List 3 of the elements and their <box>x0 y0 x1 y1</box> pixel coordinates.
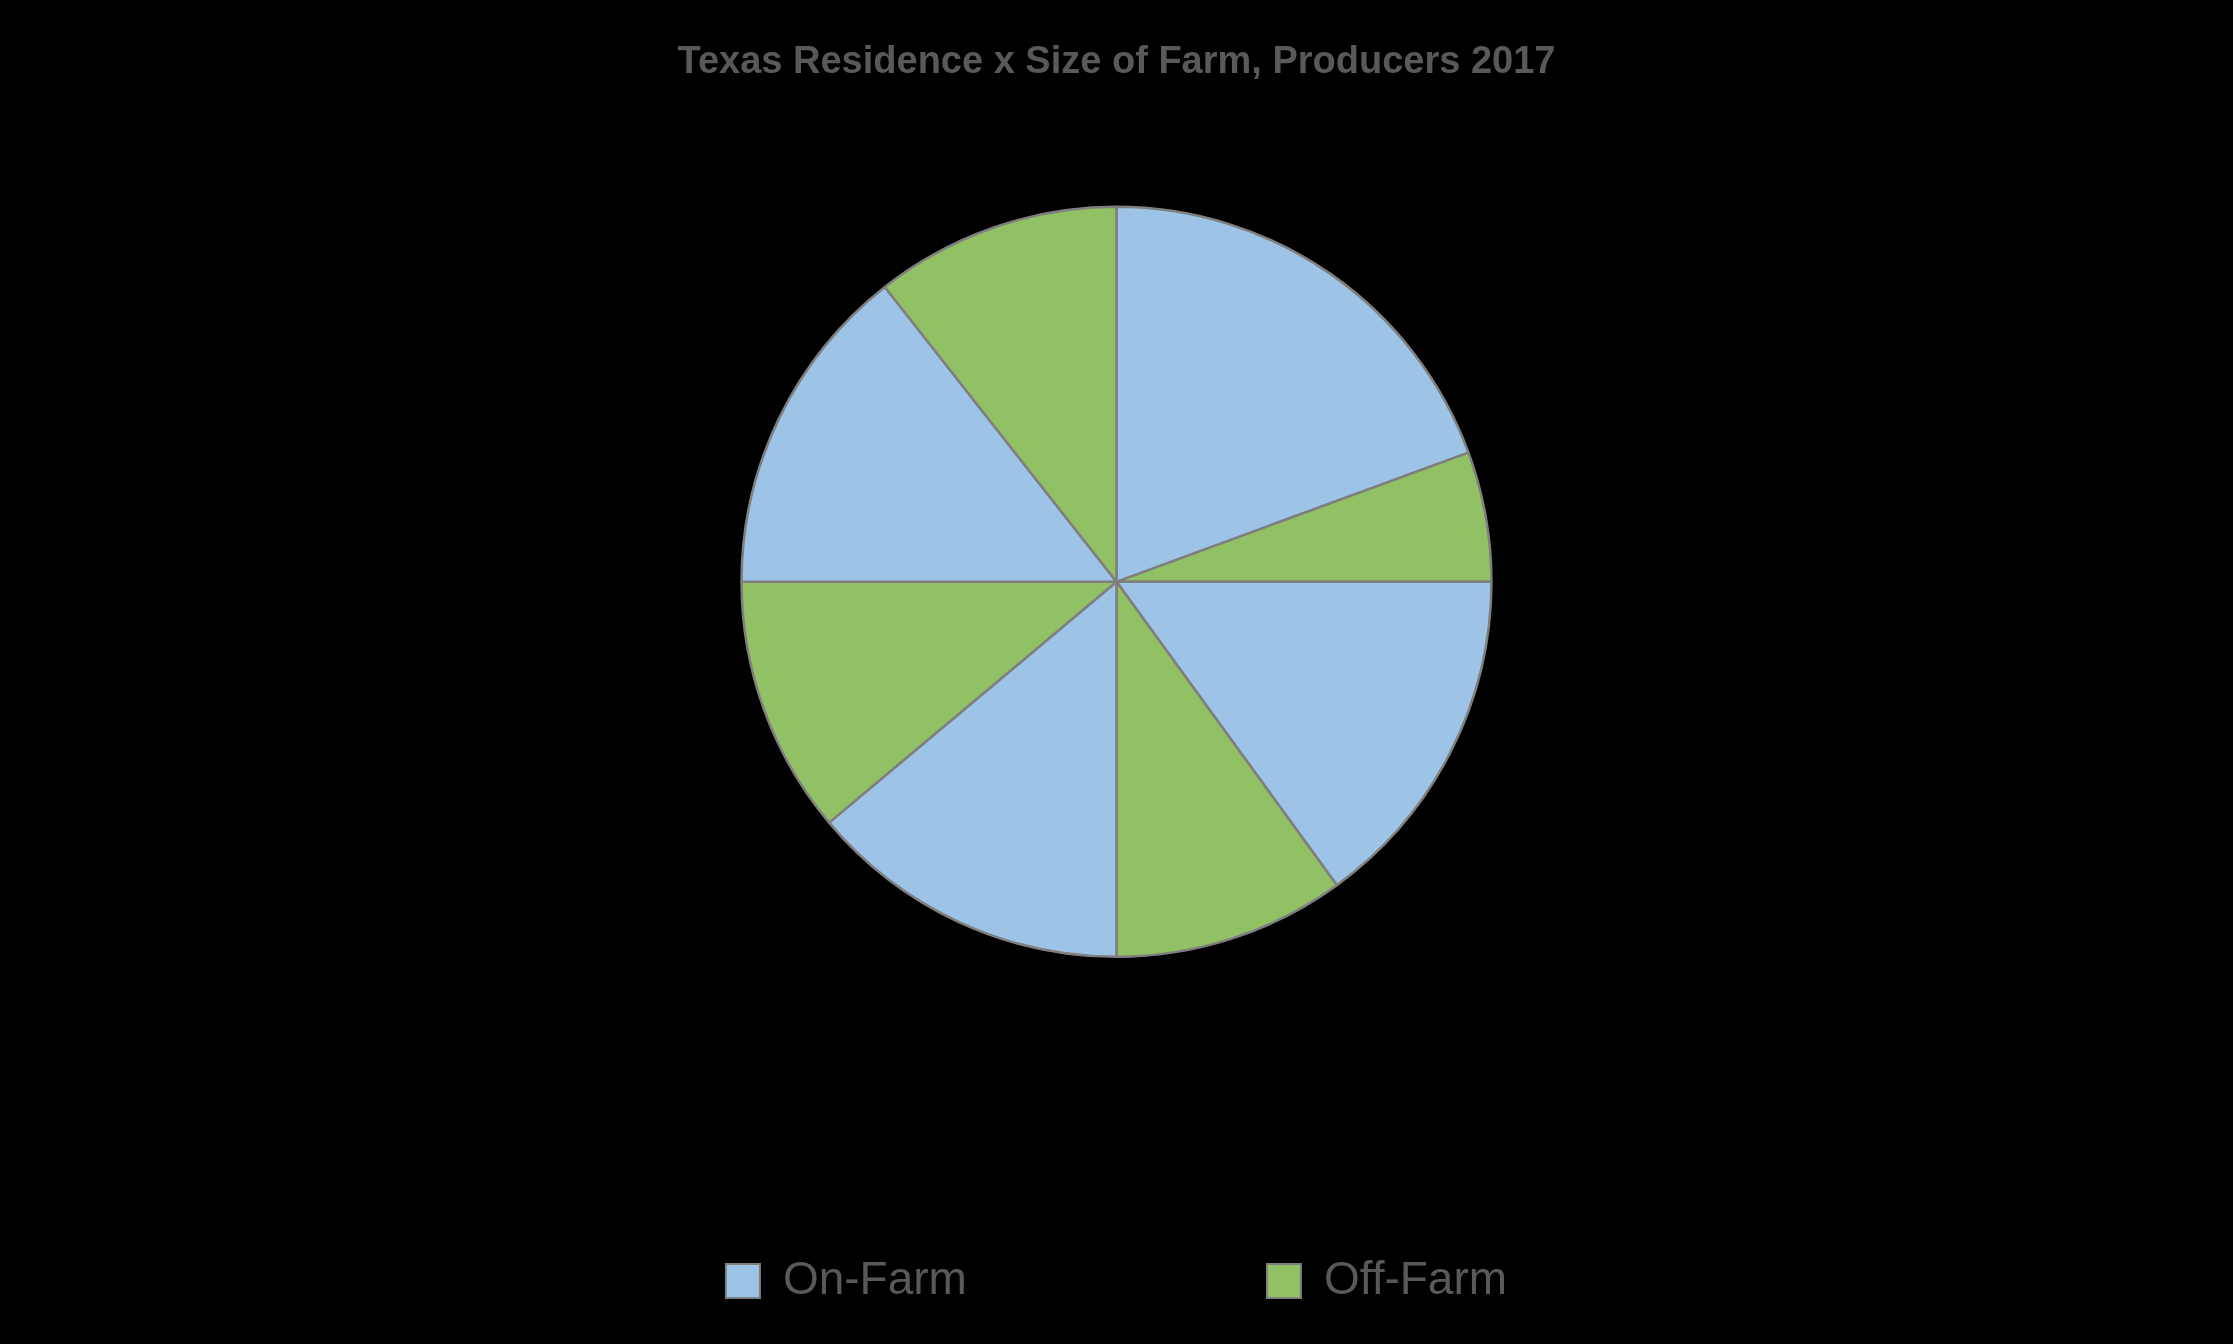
legend-label: Off-Farm <box>1323 1251 1508 1304</box>
chart-title: Texas Residence x Size of Farm, Producers 2017 <box>677 39 1556 82</box>
legend-label: On-Farm <box>782 1251 967 1304</box>
